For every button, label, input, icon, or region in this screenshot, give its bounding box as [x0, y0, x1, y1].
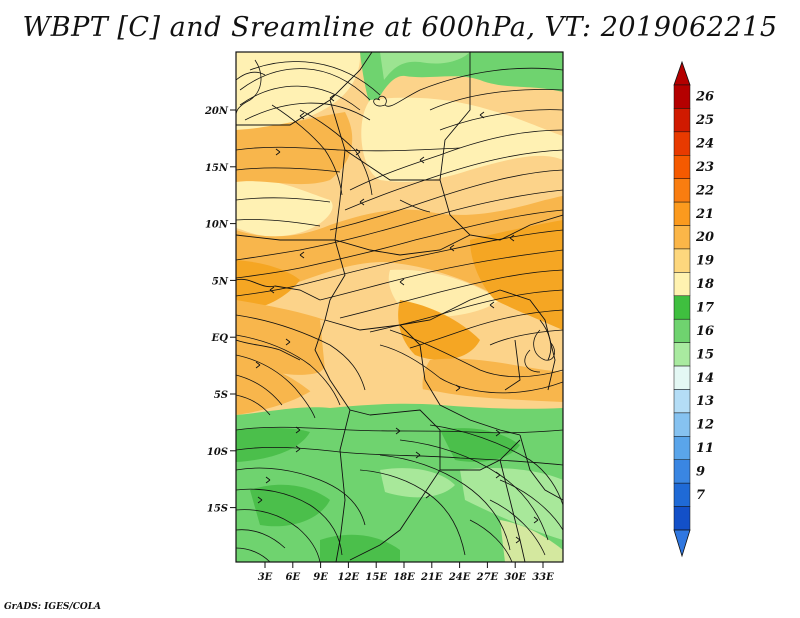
- lon-tick-label: 15E: [365, 572, 387, 583]
- colorbar-segment: [673, 225, 691, 250]
- streamlines: [236, 59, 563, 562]
- credit-label: GrADS: IGES/COLA: [4, 602, 102, 612]
- colorbar-level-label: 14: [696, 371, 714, 386]
- colorbar-segment: [673, 342, 691, 367]
- colorbar-level-label: 21: [695, 207, 714, 222]
- lon-tick-label: 18E: [393, 572, 415, 583]
- streamline-arrowheads: [255, 94, 539, 544]
- lat-tick-label: EQ: [211, 333, 229, 344]
- colorbar-segment: [673, 506, 691, 531]
- colorbar-segment: [673, 131, 691, 156]
- lon-tick-label: 3E: [258, 572, 273, 583]
- colorbar-level-label: 19: [696, 254, 714, 269]
- lat-tick-label: 5N: [212, 276, 229, 287]
- lon-tick-label: 27E: [476, 572, 499, 583]
- lat-tick-label: 15S: [207, 504, 228, 515]
- wbpt-shaded-field: [236, 52, 563, 562]
- colorbar-segment: [673, 412, 691, 437]
- colorbar-level-label: 9: [696, 464, 705, 479]
- colorbar-segment: [673, 295, 691, 320]
- colorbar-segment: [673, 108, 691, 133]
- colorbar-segment: [673, 436, 691, 460]
- colorbar-top-arrow: [673, 60, 691, 86]
- lat-tick-label: 5S: [214, 390, 228, 401]
- latitude-axis: 20N 15N 10N 5N EQ 5S 10S 15S: [204, 106, 236, 515]
- colorbar-segment: [673, 318, 691, 343]
- colorbar-segment: [673, 178, 691, 203]
- colorbar-level-label: 24: [695, 137, 714, 152]
- colorbar-level-label: 26: [695, 90, 714, 105]
- lon-tick-label: 21E: [420, 572, 443, 583]
- colorbar-level-label: 16: [696, 324, 714, 339]
- lat-tick-label: 10N: [205, 220, 229, 231]
- colorbar-level-label: 11: [696, 441, 714, 456]
- colorbar-segment: [673, 482, 691, 507]
- chart-title: WBPT [C] and Sreamline at 600hPa, VT: 20…: [22, 12, 778, 43]
- colorbar-level-label: 13: [696, 394, 714, 409]
- colorbar-segment: [673, 201, 691, 226]
- colorbar-level-label: 7: [696, 488, 705, 503]
- colorbar-level-label: 25: [695, 113, 714, 128]
- colorbar-segment: [673, 84, 691, 109]
- map-frame: [235, 51, 564, 563]
- colorbar-level-label: 15: [696, 347, 714, 362]
- colorbar-level-label: 22: [695, 183, 714, 198]
- colorbar-segment: [673, 272, 691, 297]
- colorbar-segment: [673, 365, 691, 390]
- lat-tick-label: 20N: [204, 106, 229, 117]
- colorbar-level-label: 12: [696, 418, 714, 433]
- colorbar-level-label: 23: [695, 160, 714, 175]
- lat-tick-label: 15N: [205, 163, 229, 174]
- lon-tick-label: 30E: [504, 572, 526, 583]
- colorbar: 26 25 24 23 22 21 20 19 18 17 16 15 14 13 12 11 9 7: [673, 60, 714, 558]
- colorbar-segment: [673, 459, 691, 484]
- country-boundaries: [236, 52, 563, 562]
- colorbar-segment: [673, 248, 691, 273]
- lon-tick-label: 6E: [286, 572, 301, 583]
- longitude-axis: 3E 6E 9E 12E 15E 18E 21E 24E 27E 30E 33E: [258, 562, 554, 583]
- colorbar-segment: [673, 155, 691, 179]
- lon-tick-label: 12E: [338, 572, 360, 583]
- colorbar-level-label: 17: [696, 301, 714, 316]
- colorbar-bottom-arrow: [673, 529, 691, 558]
- lon-tick-label: 9E: [313, 572, 328, 583]
- lon-tick-label: 24E: [448, 572, 471, 583]
- lat-tick-label: 10S: [207, 447, 228, 458]
- colorbar-segment: [673, 389, 691, 414]
- colorbar-level-label: 18: [696, 277, 714, 292]
- colorbar-level-label: 20: [695, 230, 714, 245]
- lon-tick-label: 33E: [532, 572, 554, 583]
